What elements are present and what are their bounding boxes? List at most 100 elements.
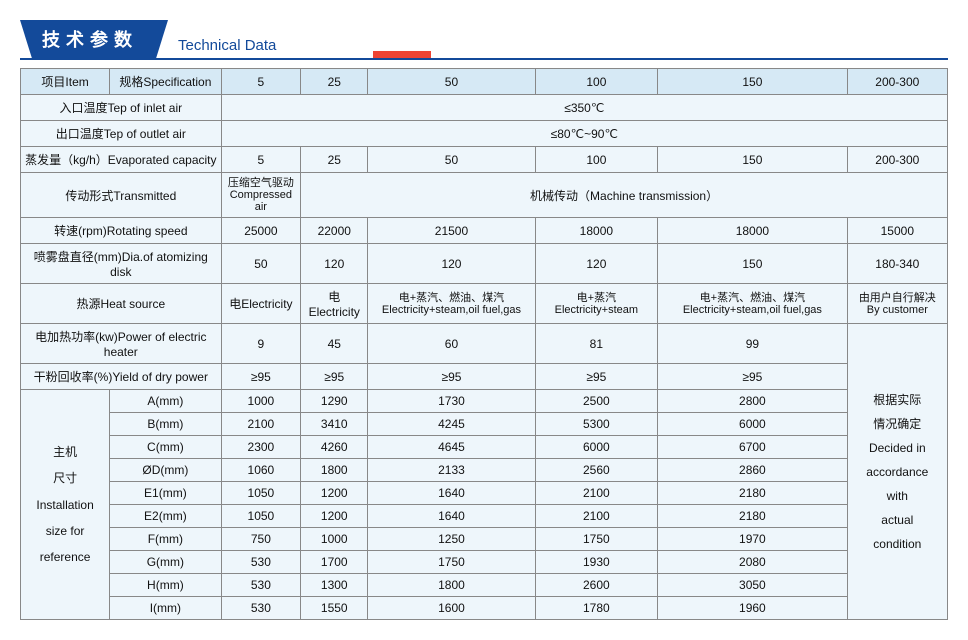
row-dim-G: G(mm) 530 1700 1750 1930 2080 bbox=[21, 551, 948, 574]
disk-3: 120 bbox=[535, 244, 658, 284]
inst-en2: size for bbox=[46, 524, 85, 538]
rpm-4: 18000 bbox=[658, 218, 847, 244]
I-2: 1600 bbox=[368, 597, 535, 620]
lbl-yield: 干粉回收率(%)Yield of dry power bbox=[21, 364, 222, 390]
G-4: 2080 bbox=[658, 551, 847, 574]
B-1: 3410 bbox=[301, 413, 368, 436]
trans-0: 压缩空气驱动 Compressed air bbox=[221, 173, 301, 218]
B-4: 6000 bbox=[658, 413, 847, 436]
E2-4: 2180 bbox=[658, 505, 847, 528]
heat-2a: 电+蒸汽、燃油、煤汽 bbox=[399, 292, 504, 304]
dec-l7: condition bbox=[873, 537, 921, 551]
E1-4: 2180 bbox=[658, 482, 847, 505]
dec-l3: Decided in bbox=[869, 441, 926, 455]
inst-cn2: 尺寸 bbox=[53, 471, 77, 485]
heat-1: 电Electricity bbox=[301, 284, 368, 324]
lbl-disk: 喷雾盘直径(mm)Dia.of atomizing disk bbox=[21, 244, 222, 284]
F-4: 1970 bbox=[658, 528, 847, 551]
H-1: 1300 bbox=[301, 574, 368, 597]
header-cn: 技术参数 bbox=[20, 20, 168, 58]
disk-4: 150 bbox=[658, 244, 847, 284]
lbl-outlet: 出口温度Tep of outlet air bbox=[21, 121, 222, 147]
yield-3: ≥95 bbox=[535, 364, 658, 390]
A-0: 1000 bbox=[221, 390, 301, 413]
inst-en3: reference bbox=[40, 550, 91, 564]
heat-4: 电+蒸汽、燃油、煤汽 Electricity+steam,oil fuel,ga… bbox=[658, 284, 847, 324]
D-4: 2860 bbox=[658, 459, 847, 482]
lbl-G: G(mm) bbox=[110, 551, 221, 574]
E1-3: 2100 bbox=[535, 482, 658, 505]
disk-2: 120 bbox=[368, 244, 535, 284]
dec-l2: 情况确定 bbox=[873, 417, 921, 431]
heat-5a: 由用户自行解决 bbox=[859, 292, 936, 304]
row-dim-B: B(mm) 2100 3410 4245 5300 6000 bbox=[21, 413, 948, 436]
E2-3: 2100 bbox=[535, 505, 658, 528]
row-power: 电加热功率(kw)Power of electric heater 9 45 6… bbox=[21, 324, 948, 364]
evap-5: 200-300 bbox=[847, 147, 947, 173]
th-200: 200-300 bbox=[847, 69, 947, 95]
row-dim-E1: E1(mm) 1050 1200 1640 2100 2180 bbox=[21, 482, 948, 505]
C-3: 6000 bbox=[535, 436, 658, 459]
H-2: 1800 bbox=[368, 574, 535, 597]
rpm-5: 15000 bbox=[847, 218, 947, 244]
H-3: 2600 bbox=[535, 574, 658, 597]
G-1: 1700 bbox=[301, 551, 368, 574]
th-50: 50 bbox=[368, 69, 535, 95]
heat-0: 电Electricity bbox=[221, 284, 301, 324]
decided-cell: 根据实际 情况确定 Decided in accordance with act… bbox=[847, 324, 947, 620]
row-dim-I: I(mm) 530 1550 1600 1780 1960 bbox=[21, 597, 948, 620]
B-3: 5300 bbox=[535, 413, 658, 436]
val-inlet: ≤350℃ bbox=[221, 95, 947, 121]
lbl-D: ØD(mm) bbox=[110, 459, 221, 482]
power-2: 60 bbox=[368, 324, 535, 364]
lbl-evap: 蒸发量（kg/h）Evaporated capacity bbox=[21, 147, 222, 173]
technical-data-table: 项目Item 规格Specification 5 25 50 100 150 2… bbox=[20, 68, 948, 620]
heat-5: 由用户自行解决 By customer bbox=[847, 284, 947, 324]
inst-cn1: 主机 bbox=[53, 445, 77, 459]
A-2: 1730 bbox=[368, 390, 535, 413]
th-25: 25 bbox=[301, 69, 368, 95]
lbl-E1: E1(mm) bbox=[110, 482, 221, 505]
row-dim-A: 主机 尺寸 Installation size for reference A(… bbox=[21, 390, 948, 413]
header-en: Technical Data bbox=[178, 37, 276, 58]
I-1: 1550 bbox=[301, 597, 368, 620]
lbl-trans: 传动形式Transmitted bbox=[21, 173, 222, 218]
C-0: 2300 bbox=[221, 436, 301, 459]
F-0: 750 bbox=[221, 528, 301, 551]
rpm-3: 18000 bbox=[535, 218, 658, 244]
B-0: 2100 bbox=[221, 413, 301, 436]
inst-en1: Installation bbox=[36, 498, 93, 512]
E2-0: 1050 bbox=[221, 505, 301, 528]
heat-4a: 电+蒸汽、燃油、煤汽 bbox=[700, 292, 805, 304]
disk-1: 120 bbox=[301, 244, 368, 284]
H-0: 530 bbox=[221, 574, 301, 597]
C-2: 4645 bbox=[368, 436, 535, 459]
lbl-H: H(mm) bbox=[110, 574, 221, 597]
heat-2b: Electricity+steam,oil fuel,gas bbox=[382, 304, 521, 316]
row-inlet: 入口温度Tep of inlet air ≤350℃ bbox=[21, 95, 948, 121]
C-4: 6700 bbox=[658, 436, 847, 459]
trans-rest: 机械传动（Machine transmission） bbox=[301, 173, 948, 218]
lbl-I: I(mm) bbox=[110, 597, 221, 620]
th-150: 150 bbox=[658, 69, 847, 95]
power-3: 81 bbox=[535, 324, 658, 364]
D-2: 2133 bbox=[368, 459, 535, 482]
D-1: 1800 bbox=[301, 459, 368, 482]
yield-4: ≥95 bbox=[658, 364, 847, 390]
A-4: 2800 bbox=[658, 390, 847, 413]
row-evap: 蒸发量（kg/h）Evaporated capacity 5 25 50 100… bbox=[21, 147, 948, 173]
lbl-B: B(mm) bbox=[110, 413, 221, 436]
power-4: 99 bbox=[658, 324, 847, 364]
disk-5: 180-340 bbox=[847, 244, 947, 284]
row-outlet: 出口温度Tep of outlet air ≤80℃~90℃ bbox=[21, 121, 948, 147]
row-dim-D: ØD(mm) 1060 1800 2133 2560 2860 bbox=[21, 459, 948, 482]
A-3: 2500 bbox=[535, 390, 658, 413]
heat-3b: Electricity+steam bbox=[555, 304, 638, 316]
disk-0: 50 bbox=[221, 244, 301, 284]
F-1: 1000 bbox=[301, 528, 368, 551]
dec-l6: actual bbox=[881, 513, 913, 527]
G-0: 530 bbox=[221, 551, 301, 574]
I-4: 1960 bbox=[658, 597, 847, 620]
F-2: 1250 bbox=[368, 528, 535, 551]
val-outlet: ≤80℃~90℃ bbox=[221, 121, 947, 147]
